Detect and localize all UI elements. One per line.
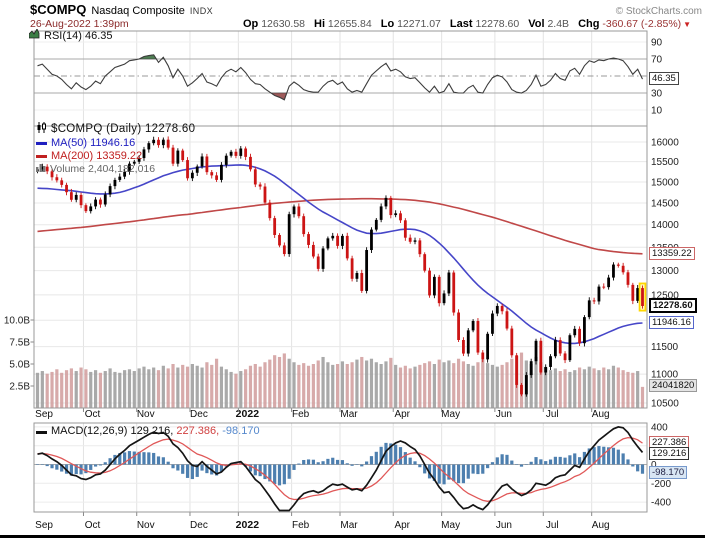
main-legend-title: $COMPQ (Daily) 12278.60 <box>51 123 196 136</box>
svg-text:10500: 10500 <box>651 398 679 409</box>
svg-text:400: 400 <box>651 422 668 433</box>
main-legend: $COMPQ (Daily) 12278.60 MA(50) 11946.16 … <box>36 122 196 177</box>
macd-signal-value: 227.386, <box>176 425 220 437</box>
rsi-legend: RSI(14) 46.35 <box>28 28 113 43</box>
ticker-name: Nasdaq Composite <box>91 5 185 17</box>
ma50-legend-row: MA(50) 11946.16 <box>36 136 195 149</box>
svg-text:Nov: Nov <box>137 520 155 531</box>
volume-legend-row: Volume 2,404,182,016 <box>36 163 195 176</box>
area-chart-icon <box>28 28 40 43</box>
svg-text:-200: -200 <box>651 479 671 490</box>
macd-value-badge: 129.216 <box>649 447 690 460</box>
svg-text:30: 30 <box>651 89 663 100</box>
svg-text:Dec: Dec <box>190 520 208 531</box>
bottom-black-bar <box>0 535 705 538</box>
macd-line-icon <box>36 431 47 434</box>
ma200-legend-label: MA(200) 13359.22 <box>51 149 143 162</box>
svg-text:Jun: Jun <box>496 409 512 420</box>
candlestick-icon <box>36 122 47 137</box>
svg-text:May: May <box>441 520 460 531</box>
svg-text:Jun: Jun <box>496 520 512 531</box>
svg-text:15500: 15500 <box>651 157 679 168</box>
macd-legend: MACD(12,26,9) 129.216, 227.386, -98.170 <box>36 425 260 438</box>
main-legend-title-row: $COMPQ (Daily) 12278.60 <box>36 122 196 137</box>
svg-text:Apr: Apr <box>394 520 410 531</box>
last-price-badge: 12278.60 <box>649 298 697 313</box>
svg-text:2022: 2022 <box>236 519 260 531</box>
quote-last: Last 12278.60 <box>449 18 520 30</box>
macd-histogram-badge: -98.170 <box>649 466 688 479</box>
volume-legend-label: Volume 2,404,182,016 <box>50 163 156 176</box>
svg-text:Sep: Sep <box>35 409 53 420</box>
svg-text:90: 90 <box>651 38 663 49</box>
ma200-line-icon <box>36 154 47 158</box>
svg-text:Mar: Mar <box>340 409 358 420</box>
ma50-line-icon <box>36 141 47 145</box>
quote-datetime: 26-Aug-2022 1:39pm <box>30 18 129 30</box>
svg-text:2.5B: 2.5B <box>9 382 30 393</box>
svg-text:2022: 2022 <box>236 408 260 420</box>
ma200-legend-row: MA(200) 13359.22 <box>36 150 195 163</box>
quote-volume: Vol 2.4B <box>528 18 570 30</box>
quote-low: Lo 12271.07 <box>380 18 441 30</box>
svg-text:11500: 11500 <box>651 342 679 353</box>
svg-text:15000: 15000 <box>651 177 679 188</box>
svg-text:14500: 14500 <box>651 198 679 209</box>
svg-text:Mar: Mar <box>340 520 358 531</box>
chart-header: $COMPQ Nasdaq Composite INDX © StockChar… <box>30 2 702 31</box>
svg-text:14000: 14000 <box>651 220 679 231</box>
macd-legend-value: MACD(12,26,9) 129.216, <box>51 425 174 437</box>
change-down-arrow-icon: ▼ <box>683 20 692 29</box>
svg-text:Oct: Oct <box>85 520 101 531</box>
svg-text:Feb: Feb <box>292 409 310 420</box>
svg-text:5.0B: 5.0B <box>9 360 30 371</box>
volume-bars-icon <box>36 163 46 176</box>
svg-text:Feb: Feb <box>292 520 310 531</box>
svg-text:70: 70 <box>651 55 663 66</box>
rsi-value-badge: 46.35 <box>649 72 679 85</box>
exchange-label: INDX <box>189 6 214 16</box>
svg-text:Oct: Oct <box>85 409 101 420</box>
svg-text:11000: 11000 <box>651 370 679 381</box>
svg-text:-400: -400 <box>651 498 671 509</box>
svg-text:10.0B: 10.0B <box>4 316 30 327</box>
svg-text:0: 0 <box>651 460 657 471</box>
svg-text:Jul: Jul <box>546 409 559 420</box>
svg-text:Aug: Aug <box>592 520 610 531</box>
ma50-value-badge: 11946.16 <box>649 316 694 329</box>
svg-text:May: May <box>441 409 460 420</box>
ma200-value-badge: 13359.22 <box>649 247 695 260</box>
svg-text:16000: 16000 <box>651 138 679 149</box>
svg-text:Jul: Jul <box>546 520 559 531</box>
volume-value-badge: 24041820 <box>649 379 698 392</box>
rsi-legend-label: RSI(14) 46.35 <box>44 30 113 42</box>
quote-open: Op 12630.58 <box>243 18 305 30</box>
svg-text:13000: 13000 <box>651 266 679 277</box>
svg-text:10: 10 <box>651 106 663 117</box>
ma50-legend-label: MA(50) 11946.16 <box>51 136 136 149</box>
svg-text:7.5B: 7.5B <box>9 338 30 349</box>
svg-text:Nov: Nov <box>137 409 155 420</box>
header-quote-row: 26-Aug-2022 1:39pm Op 12630.58 Hi 12655.… <box>30 18 702 31</box>
macd-hist-value: -98.170 <box>222 425 260 437</box>
quote-high: Hi 12655.84 <box>314 18 372 30</box>
header-title-row: $COMPQ Nasdaq Composite INDX © StockChar… <box>30 2 702 17</box>
quote-change: Chg -360.67 (-2.85%) ▼ <box>578 18 692 30</box>
ticker-symbol: $COMPQ <box>30 2 87 17</box>
svg-text:Apr: Apr <box>394 409 410 420</box>
svg-text:Dec: Dec <box>190 409 208 420</box>
svg-text:Aug: Aug <box>592 409 610 420</box>
svg-text:Sep: Sep <box>35 520 53 531</box>
stockcharts-credit: © StockCharts.com <box>615 6 702 17</box>
svg-text:12500: 12500 <box>651 290 679 301</box>
